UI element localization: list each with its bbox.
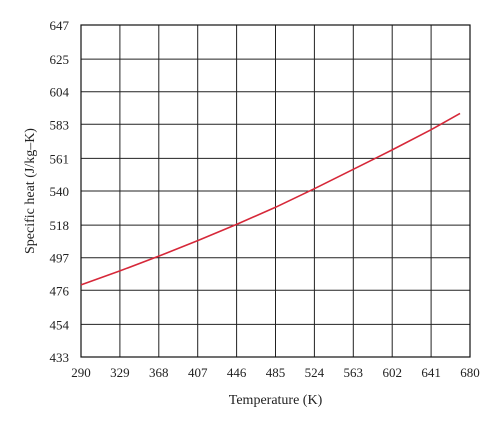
y-tick-label: 454	[50, 317, 70, 332]
y-tick-label: 497	[50, 251, 70, 266]
y-tick-label: 647	[50, 18, 70, 33]
x-tick-label: 329	[110, 365, 130, 380]
specific-heat-line	[80, 112, 461, 286]
x-tick-labels: 290 329 368 407 446 485 524 563 602 641 680	[71, 365, 480, 380]
x-tick-label: 602	[382, 365, 402, 380]
x-tick-label: 524	[305, 365, 325, 380]
y-tick-label: 604	[50, 85, 70, 100]
grid	[80, 24, 471, 358]
x-tick-label: 368	[149, 365, 169, 380]
x-tick-label: 290	[71, 365, 91, 380]
y-tick-label: 625	[50, 52, 70, 67]
y-axis-label: Specific heat (J/kg–K)	[23, 128, 38, 254]
y-tick-label: 561	[50, 151, 70, 166]
x-tick-label: 407	[188, 365, 208, 380]
plot-frame	[80, 24, 471, 358]
x-axis-label: Temperature (K)	[229, 393, 323, 408]
x-tick-label: 485	[266, 365, 286, 380]
y-tick-label: 476	[50, 283, 70, 298]
y-tick-label: 540	[50, 184, 70, 199]
y-tick-label: 433	[50, 350, 70, 365]
y-tick-label: 583	[50, 117, 70, 132]
x-tick-label: 446	[227, 365, 247, 380]
x-tick-label: 680	[460, 365, 480, 380]
y-tick-labels: 433 454 476 497 518 540 561 583 604 625 647	[50, 18, 70, 365]
x-tick-label: 563	[344, 365, 364, 380]
x-tick-label: 641	[421, 365, 441, 380]
y-tick-label: 518	[50, 218, 70, 233]
